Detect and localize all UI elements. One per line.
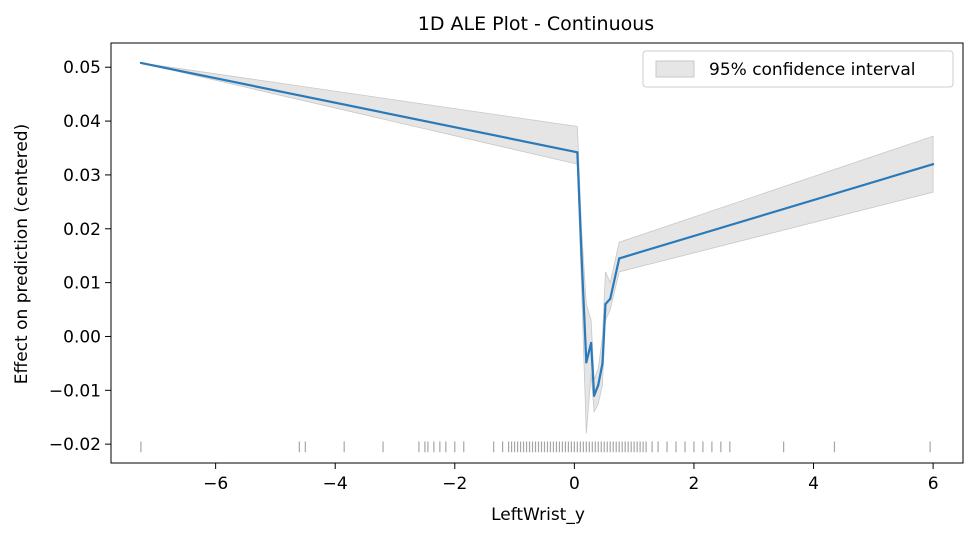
x-tick-label-0: −6 xyxy=(203,474,228,494)
ale-point-10 xyxy=(618,257,621,260)
ale-point-4 xyxy=(590,341,593,345)
x-tick-label-3: 0 xyxy=(569,474,580,494)
ale-point-8 xyxy=(604,303,607,306)
confidence-band xyxy=(140,62,934,434)
ale-point-7 xyxy=(601,362,604,365)
y-tick-label-1: −0.01 xyxy=(49,381,101,401)
legend: 95% confidence interval xyxy=(642,50,954,88)
y-tick-label-4: 0.02 xyxy=(63,220,101,240)
ale-point-6 xyxy=(597,383,600,387)
legend-frame xyxy=(642,50,954,88)
ale-point-11 xyxy=(932,163,935,166)
ale-point-1 xyxy=(576,151,579,154)
x-tick-label-4: 2 xyxy=(689,474,700,494)
ale-point-0 xyxy=(139,61,142,65)
ale-point-5 xyxy=(592,394,596,397)
ale-line xyxy=(140,61,934,397)
y-tick-label-3: 0.01 xyxy=(63,274,101,294)
plot-area: −6 −4 −2 0 2 4 6 −0.02 −0.01 0.00 0.01 0.02 0.03 0.04… xyxy=(49,42,964,494)
legend-ci-label: 95% confidence interval xyxy=(709,60,915,80)
y-tick-label-7: 0.05 xyxy=(63,58,101,78)
x-tick-label-2: −2 xyxy=(442,474,467,494)
y-tick-label-0: −0.02 xyxy=(49,435,101,455)
axes-frame xyxy=(110,42,964,464)
x-axis-title: LeftWrist_y xyxy=(491,505,585,525)
x-tick-label-1: −4 xyxy=(323,474,348,494)
y-tick-label-5: 0.03 xyxy=(63,166,101,186)
chart-title: 1D ALE Plot - Continuous xyxy=(418,13,654,35)
legend-ci-swatch xyxy=(655,60,695,78)
y-axis-title: Effect on prediction (centered) xyxy=(12,124,32,384)
ale-point-3 xyxy=(585,361,588,364)
ale-point-9 xyxy=(609,297,612,300)
y-tick-label-6: 0.04 xyxy=(63,112,101,132)
x-tick-label-5: 4 xyxy=(808,474,819,494)
ale-point-2 xyxy=(580,254,583,257)
y-tick-label-2: 0.00 xyxy=(63,327,101,347)
x-tick-label-6: 6 xyxy=(928,474,939,494)
